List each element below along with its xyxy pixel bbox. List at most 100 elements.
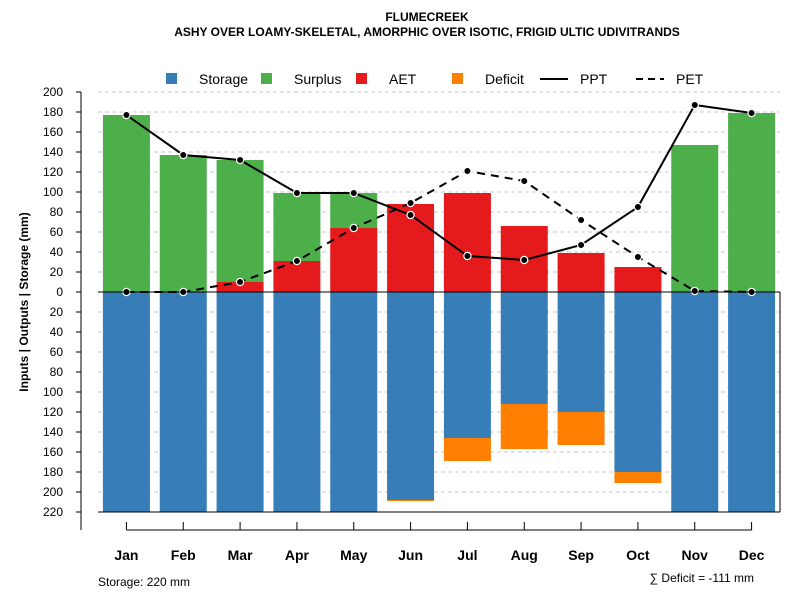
surplus-bar-dec [728,113,776,292]
ppt-point [235,155,245,165]
storage-bar-jun [387,292,435,500]
ppt-point [633,202,643,212]
storage-bar-aug [500,292,548,404]
pet-point [463,166,472,176]
aet-bar-oct [614,267,662,292]
storage-note: Storage: 220 mm [98,575,190,589]
x-tick-label-dec: Dec [739,547,765,563]
x-tick-label-aug: Aug [511,547,538,563]
surplus-bar-feb [159,155,207,292]
surplus-bar-may [330,193,378,228]
storage-bar-mar [216,292,264,512]
ppt-point [520,255,529,265]
y-tick-label: 120 [43,165,63,179]
x-tick-label-jun: Jun [398,547,423,563]
y-tick-label: 100 [43,185,63,199]
storage-bar-feb [159,292,207,512]
pet-point [406,198,415,208]
pet-line [126,169,752,293]
x-tick-label-oct: Oct [626,547,650,563]
deficit-bar-sep [557,412,605,445]
pet-point [292,256,302,266]
bars [102,113,776,512]
x-tick-label-feb: Feb [171,547,196,563]
axes: 2001801601401201008060402002040608010012… [43,85,781,563]
ppt-point [463,251,472,261]
x-tick-label-may: May [340,547,367,563]
x-tick-label-jan: Jan [114,547,138,563]
deficit-bar-aug [500,404,548,449]
storage-bar-dec [728,292,776,512]
y-tick-label: 140 [43,145,63,159]
legend: Storage Surplus AET Deficit PPT PET [166,71,704,87]
y-tick-label: 100 [43,385,63,399]
chart-subtitle: ASHY OVER LOAMY-SKELETAL, AMORPHIC OVER … [174,25,680,39]
pet-point [690,286,699,296]
legend-swatch-deficit [452,73,463,84]
y-tick-label: 80 [50,205,64,219]
pet-point [520,176,529,186]
legend-label-pet: PET [676,71,704,87]
y-tick-label: 20 [50,305,64,319]
ppt-point [747,108,756,118]
legend-label-aet: AET [389,71,417,87]
ppt-point [349,188,358,198]
y-tick-label: 20 [50,265,64,279]
storage-bar-jan [102,292,150,512]
y-tick-label: 180 [43,105,63,119]
surplus-bar-apr [273,193,321,261]
legend-swatch-surplus [261,73,272,84]
storage-bar-oct [614,292,662,472]
aet-bar-jul [443,193,491,292]
ppt-line [125,103,752,262]
ppt-point [406,210,415,220]
storage-bar-may [330,292,378,512]
ppt-point [179,150,188,160]
surplus-bar-jan [102,115,150,292]
legend-label-storage: Storage [199,71,248,87]
y-tick-label: 180 [43,465,63,479]
aet-bar-apr [273,261,321,292]
ppt-point [292,188,302,198]
y-tick-label: 140 [43,425,63,439]
x-tick-label-apr: Apr [285,547,310,563]
y-tick-label: 220 [43,505,63,519]
aet-bar-sep [557,253,605,292]
storage-bar-sep [557,292,605,412]
deficit-note: ∑ Deficit = -111 mm [650,571,754,585]
storage-bar-nov [671,292,719,512]
pet-point [235,277,245,287]
pet-point [633,252,643,262]
x-tick-label-sep: Sep [568,547,594,563]
y-tick-label: 60 [50,345,64,359]
legend-swatch-aet [356,73,367,84]
y-tick-label: 160 [43,125,63,139]
legend-swatch-storage [166,73,177,84]
deficit-bar-oct [614,472,662,483]
x-tick-label-jul: Jul [457,547,477,563]
storage-bar-jul [443,292,491,438]
y-tick-label: 60 [50,225,64,239]
gridlines [98,91,780,493]
legend-label-deficit: Deficit [485,71,524,87]
y-tick-label: 200 [43,485,63,499]
y-tick-label: 80 [50,365,64,379]
legend-label-surplus: Surplus [294,71,341,87]
x-tick-label-nov: Nov [682,547,709,563]
aet-bar-may [330,228,378,292]
deficit-bar-jun [387,500,435,501]
surplus-bar-nov [671,145,719,292]
y-tick-label: 160 [43,445,63,459]
y-axis-label: Inputs | Outputs | Storage (mm) [17,212,31,391]
ppt-point [576,240,586,250]
chart-title: FLUMECREEK [385,10,469,24]
pet-point [576,215,586,225]
ppt-point [690,100,699,110]
pet-point [349,223,358,233]
y-tick-label: 40 [50,325,64,339]
series-lines [122,100,756,297]
surplus-bar-mar [216,160,264,282]
storage-bar-apr [273,292,321,512]
x-tick-label-mar: Mar [228,547,253,563]
